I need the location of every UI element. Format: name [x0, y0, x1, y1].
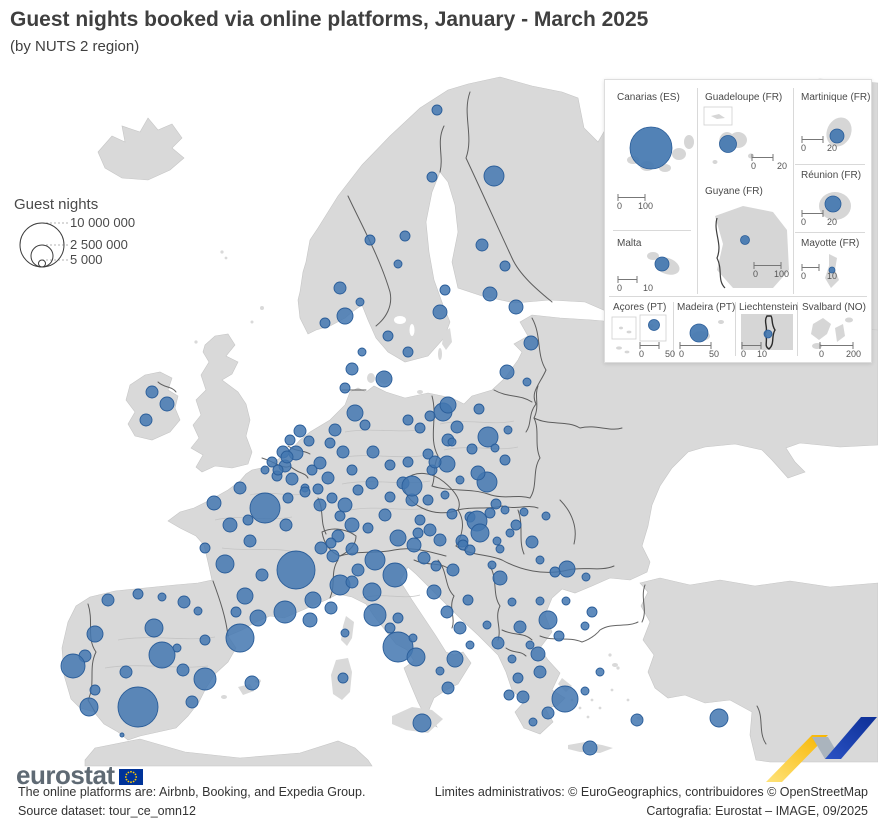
eu-flag-icon — [118, 769, 143, 785]
map-legend: Guest nights 10 000 000 2 500 000 5 000 — [8, 196, 178, 280]
land-turkey — [639, 577, 878, 763]
legend-label-medium: 2 500 000 — [70, 237, 128, 252]
legend-title: Guest nights — [14, 196, 99, 213]
footer-cartography: Cartografia: Eurostat – IMAGE, 09/2025 — [646, 804, 868, 818]
eurostat-logo: eurostat — [16, 760, 143, 791]
footer-admin-limits: Limites administrativos: © EuroGeographi… — [434, 785, 868, 799]
eu-flag-stars — [124, 770, 137, 784]
footer-platforms-note: The online platforms are: Airbnb, Bookin… — [18, 785, 366, 799]
map-circles — [60, 104, 729, 756]
page-subtitle: (by NUTS 2 region) — [10, 38, 140, 55]
land-great-britain — [190, 333, 253, 473]
footer-source-dataset: Source dataset: tour_ce_omn12 — [18, 804, 196, 818]
land-ireland — [125, 371, 181, 441]
legend-label-large: 10 000 000 — [70, 215, 135, 230]
land-iceland — [97, 117, 185, 181]
eurostat-logo-text: eurostat — [16, 760, 115, 790]
legend-label-small: 5 000 — [70, 252, 103, 267]
page-title: Guest nights booked via online platforms… — [10, 8, 649, 31]
insets-panel: Canarias (ES) 0 100 Malta 0 10 — [604, 79, 872, 363]
land-africa — [84, 738, 373, 767]
legend-circles: 10 000 000 2 500 000 5 000 — [19, 215, 135, 268]
